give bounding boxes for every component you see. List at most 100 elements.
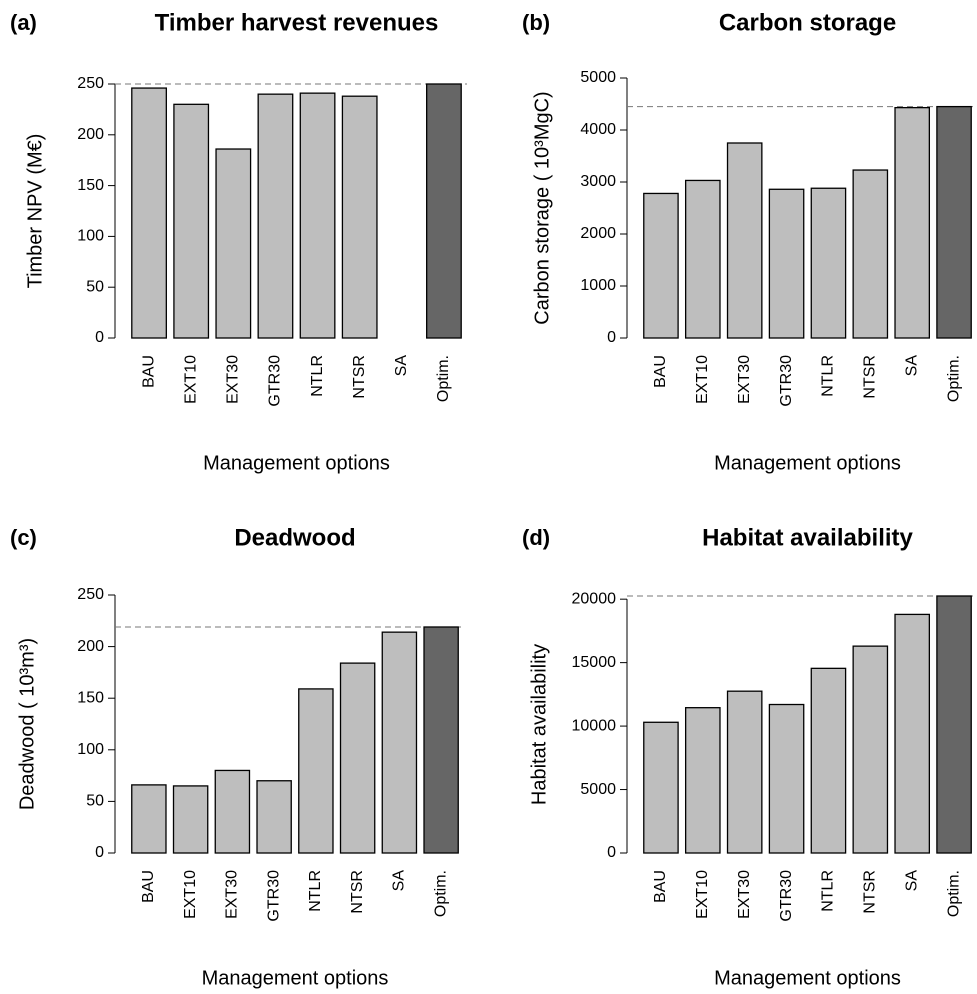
x-tick-label: NTSR xyxy=(349,870,366,914)
y-tick-label: 15000 xyxy=(572,654,617,671)
x-tick-label: EXT10 xyxy=(694,355,711,404)
bar xyxy=(341,95,378,339)
x-tick-label: EXT10 xyxy=(182,355,199,404)
bar xyxy=(172,785,209,854)
bar xyxy=(936,105,972,339)
bar xyxy=(131,784,167,854)
x-tick-label: Optim. xyxy=(945,355,962,402)
bar xyxy=(894,613,931,854)
panel-label: (c) xyxy=(10,525,37,550)
x-tick-label: SA xyxy=(391,870,408,892)
bar xyxy=(810,667,847,854)
bar xyxy=(643,192,679,339)
panel-label: (d) xyxy=(522,525,550,550)
panel-label: (b) xyxy=(522,10,550,35)
bar xyxy=(298,688,334,854)
bar xyxy=(299,92,336,339)
bar xyxy=(214,769,251,854)
y-tick-label: 5000 xyxy=(580,69,616,86)
y-tick-label: 250 xyxy=(77,586,104,603)
y-tick-label: 100 xyxy=(77,741,104,758)
x-tick-label: EXT30 xyxy=(736,870,753,919)
bar xyxy=(894,106,931,339)
x-tick-label: NTSR xyxy=(862,870,879,914)
x-tick-label: EXT10 xyxy=(694,870,711,919)
bar xyxy=(215,148,252,339)
chart-title: Habitat availability xyxy=(702,524,913,551)
x-tick-label: BAU xyxy=(652,355,669,388)
bar xyxy=(684,179,721,339)
chart-title: Deadwood xyxy=(234,524,355,551)
bar xyxy=(257,93,294,339)
bar xyxy=(131,87,167,339)
y-axis-label: Deadwood ( 10³m³) xyxy=(16,638,38,810)
bar xyxy=(381,631,418,854)
x-tick-label: NTLR xyxy=(307,870,324,912)
y-axis-label: Carbon storage ( 10³MgC) xyxy=(531,91,553,324)
x-tick-label: BAU xyxy=(652,870,669,903)
y-tick-label: 50 xyxy=(86,793,104,810)
x-tick-label: NTLR xyxy=(820,355,837,397)
y-tick-label: 1000 xyxy=(580,277,616,294)
y-tick-label: 0 xyxy=(607,329,616,346)
x-tick-label: Optim. xyxy=(945,870,962,917)
y-tick-label: 4000 xyxy=(580,121,616,138)
bar xyxy=(256,780,292,854)
x-tick-label: SA xyxy=(903,870,920,892)
y-axis-label: Timber NPV (M€) xyxy=(24,134,46,289)
bar xyxy=(426,83,462,339)
panel-label: (a) xyxy=(10,10,37,35)
x-tick-label: EXT10 xyxy=(182,870,199,919)
bar xyxy=(643,721,679,854)
x-tick-label: GTR30 xyxy=(778,870,795,922)
x-axis-label: Management options xyxy=(203,452,390,474)
chart-title: Timber harvest revenues xyxy=(155,9,439,36)
x-tick-label: SA xyxy=(903,355,920,377)
x-tick-label: NTLR xyxy=(820,870,837,912)
bar xyxy=(852,169,889,339)
y-tick-label: 2000 xyxy=(580,225,616,242)
bar xyxy=(423,626,459,854)
y-tick-label: 10000 xyxy=(572,717,617,734)
x-tick-label: NTLR xyxy=(309,355,326,397)
bar xyxy=(936,595,972,854)
y-tick-label: 200 xyxy=(77,638,104,655)
x-tick-label: GTR30 xyxy=(778,355,795,407)
bar xyxy=(852,645,889,854)
x-tick-label: GTR30 xyxy=(267,355,284,407)
bar xyxy=(768,188,805,339)
x-tick-label: Optim. xyxy=(432,870,449,917)
y-tick-label: 150 xyxy=(77,177,104,194)
x-tick-label: Optim. xyxy=(435,355,452,402)
y-axis-label: Habitat availability xyxy=(528,644,550,805)
y-tick-label: 250 xyxy=(77,75,104,92)
bar xyxy=(726,690,763,854)
y-tick-label: 5000 xyxy=(580,781,616,798)
bar xyxy=(173,103,210,339)
bar xyxy=(684,707,721,854)
x-tick-label: BAU xyxy=(140,870,157,903)
x-tick-label: NTSR xyxy=(351,355,368,399)
x-tick-label: EXT30 xyxy=(224,870,241,919)
x-axis-label: Management options xyxy=(202,967,389,989)
y-tick-label: 150 xyxy=(77,689,104,706)
x-tick-label: SA xyxy=(393,355,410,377)
y-tick-label: 3000 xyxy=(580,173,616,190)
y-tick-label: 20000 xyxy=(572,590,617,607)
bar xyxy=(810,187,847,339)
x-tick-label: EXT30 xyxy=(225,355,242,404)
x-axis-label: Management options xyxy=(714,452,901,474)
y-tick-label: 0 xyxy=(95,844,104,861)
bar xyxy=(726,142,763,339)
x-tick-label: GTR30 xyxy=(265,870,282,922)
y-tick-label: 0 xyxy=(95,329,104,346)
x-tick-label: EXT30 xyxy=(736,355,753,404)
chart-title: Carbon storage xyxy=(719,9,896,36)
y-tick-label: 0 xyxy=(607,844,616,861)
y-tick-label: 200 xyxy=(77,126,104,143)
x-axis-label: Management options xyxy=(714,967,901,989)
bar xyxy=(339,662,376,854)
x-tick-label: NTSR xyxy=(862,355,879,399)
x-tick-label: BAU xyxy=(140,355,157,388)
